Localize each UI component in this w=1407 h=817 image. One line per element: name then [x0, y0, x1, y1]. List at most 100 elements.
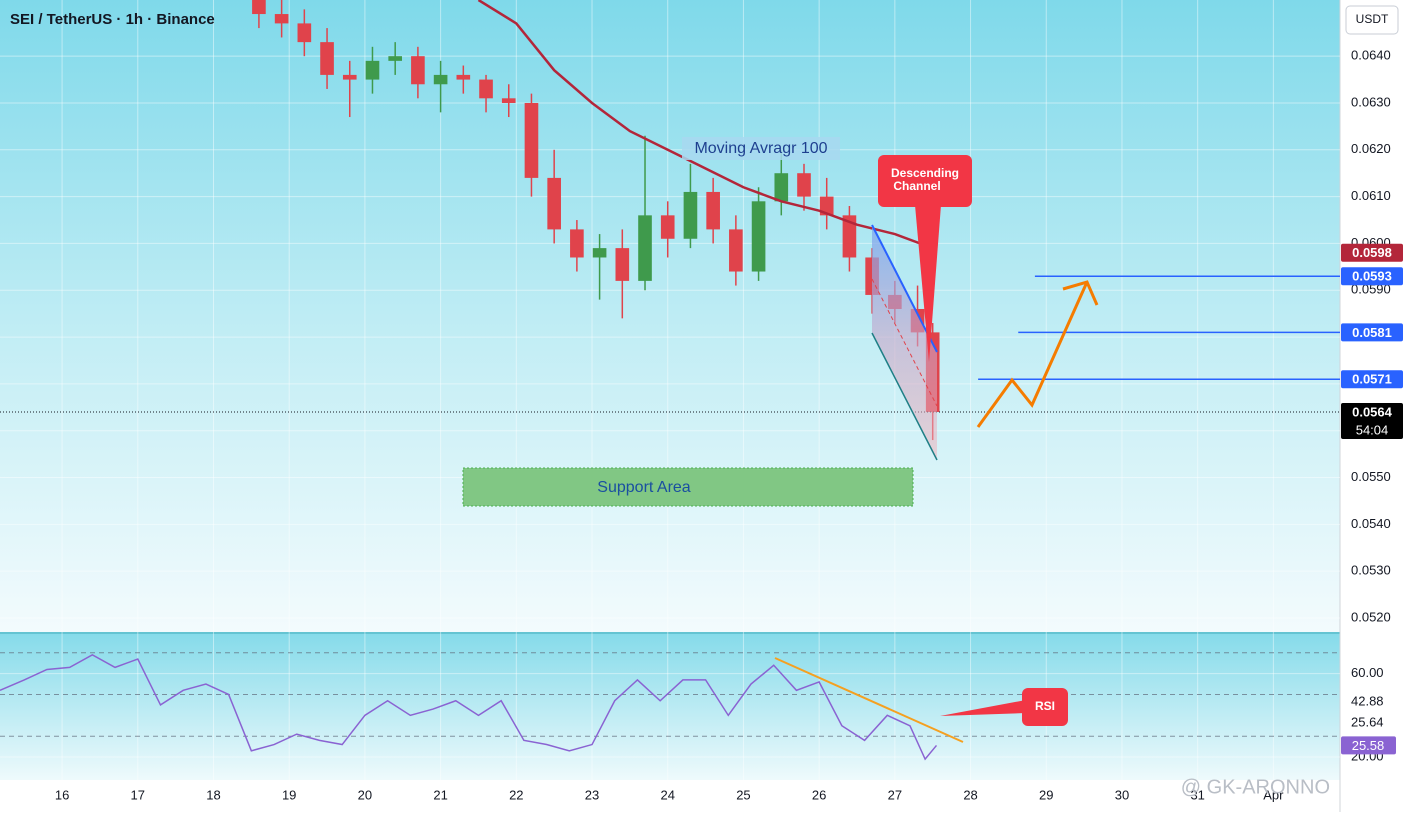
rsi-trendline — [774, 657, 964, 743]
x-tick-label: 27 — [888, 787, 902, 802]
price-badge-label: 0.0571 — [1352, 372, 1392, 387]
channel-bottom — [871, 332, 938, 461]
price-badge — [1341, 323, 1403, 342]
candle-body — [615, 248, 630, 281]
candle-body — [819, 196, 834, 216]
candle-body — [274, 14, 289, 24]
x-tick-label: 24 — [660, 787, 674, 802]
x-tick-label: 19 — [282, 787, 296, 802]
rsi-callout-pointer — [940, 700, 1026, 716]
x-tick-label: 21 — [433, 787, 447, 802]
price-badge-label: 0.0581 — [1352, 325, 1392, 340]
y-tick-label: 60.00 — [1351, 665, 1384, 680]
candle-body — [479, 79, 493, 99]
candle-body — [547, 177, 561, 230]
callout-text: Descending — [891, 166, 959, 180]
x-tick-label: 25 — [736, 787, 750, 802]
y-tick-label: 0.0530 — [1351, 563, 1391, 578]
rsi-callout: RSI — [1035, 699, 1055, 713]
annotations: Support Area Moving Avragr 100 Descendin… — [462, 137, 1099, 743]
rsi-callout-box — [1022, 688, 1068, 726]
x-tick-label: 28 — [963, 787, 977, 802]
candle-body — [729, 229, 743, 272]
y-tick-label: 0.0540 — [1351, 516, 1391, 531]
price-badge-label: 0.0564 — [1352, 404, 1393, 419]
x-tick-label: Apr — [1263, 787, 1284, 802]
candle-body — [706, 191, 720, 230]
x-tick-label: 22 — [509, 787, 523, 802]
channel-mid — [871, 278, 938, 407]
ma-label: Moving Avragr 100 — [694, 140, 827, 157]
y-tick-label: 0.0520 — [1351, 609, 1391, 624]
projection — [976, 281, 1089, 428]
candle-body — [638, 215, 652, 281]
chart-title: SEI / TetherUS · 1h · Binance — [10, 11, 215, 28]
price-badge — [1341, 267, 1403, 286]
callout-text: Channel — [893, 179, 940, 193]
price-badge-label: 0.0598 — [1352, 245, 1392, 260]
price-badge-label: 0.0593 — [1352, 269, 1392, 284]
candle-body — [592, 248, 607, 258]
callout-box — [878, 155, 972, 207]
pane-marks — [252, 0, 940, 441]
watermark: @ GK-ARONNO — [1181, 776, 1330, 798]
projection-arrow — [1062, 280, 1099, 306]
time-axis — [0, 780, 1340, 812]
x-tick-label: 17 — [131, 787, 145, 802]
y-tick-label: 0.0550 — [1351, 469, 1391, 484]
rsi-pane — [0, 634, 1340, 780]
price-badge — [1341, 370, 1403, 389]
y-tick-label: 0.0620 — [1351, 141, 1391, 156]
candle-body — [297, 23, 312, 43]
support-area — [462, 467, 914, 507]
candle-body — [774, 173, 789, 202]
rsi-scale-label: 42.88 — [1351, 693, 1384, 708]
candle-body — [570, 229, 584, 258]
pane-marks — [0, 654, 938, 761]
candle-body — [252, 0, 266, 15]
rsi-badge — [1341, 736, 1396, 755]
rsi-line — [0, 654, 938, 761]
candle-body — [524, 102, 539, 178]
candle-body — [660, 215, 675, 239]
x-tick-label: 31 — [1190, 787, 1204, 802]
x-tick-label: 18 — [206, 787, 220, 802]
y-tick-label: 0.0590 — [1351, 282, 1391, 297]
x-tick-label: 20 — [358, 787, 372, 802]
candle-body — [842, 215, 857, 258]
price-badge — [1341, 402, 1403, 439]
rsi-badge-label: 25.58 — [1352, 738, 1385, 753]
candle-body — [456, 74, 471, 80]
x-tick-label: 30 — [1115, 787, 1129, 802]
currency-box — [1345, 5, 1399, 35]
candle-body — [751, 201, 766, 272]
y-tick-label: 0.0640 — [1351, 48, 1391, 63]
y-tick-label: 0.0630 — [1351, 94, 1391, 109]
candle-body — [365, 60, 380, 80]
currency: USDT — [1356, 12, 1389, 26]
moving-average — [477, 0, 934, 250]
price-badge — [1341, 243, 1403, 262]
candle-body — [683, 191, 698, 239]
support-label: Support Area — [597, 479, 691, 496]
countdown: 54:04 — [1356, 422, 1389, 437]
candle-body — [411, 56, 425, 85]
candle-body — [501, 98, 516, 103]
candle-body — [320, 42, 334, 75]
x-tick-label: 29 — [1039, 787, 1053, 802]
candle-body — [388, 56, 402, 61]
x-tick-label: 16 — [55, 787, 69, 802]
rsi-scale-label: 25.64 — [1351, 714, 1384, 729]
candle-body — [342, 74, 357, 80]
x-tick-label: 26 — [812, 787, 826, 802]
marks — [0, 0, 1340, 761]
x-tick-label: 23 — [585, 787, 599, 802]
ma-label-box — [682, 137, 840, 160]
channel-top — [871, 224, 938, 353]
candle-body — [797, 173, 811, 197]
price-pane — [0, 0, 1340, 632]
candle-body — [433, 74, 448, 85]
callout-pointer — [915, 205, 941, 362]
y-tick-label: 0.0610 — [1351, 188, 1391, 203]
